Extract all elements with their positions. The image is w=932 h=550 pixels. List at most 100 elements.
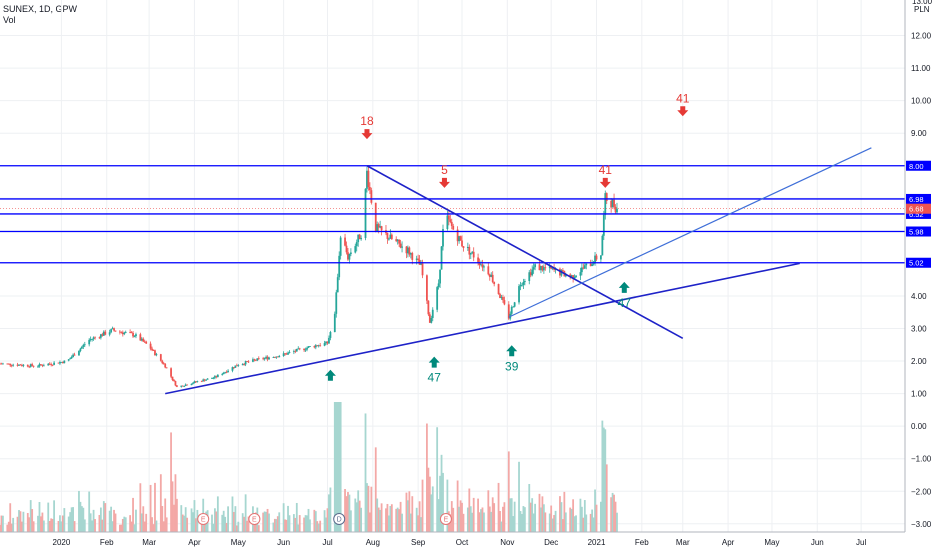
- candle-body: [415, 258, 418, 260]
- volume-bar: [487, 490, 490, 532]
- volume-bar: [513, 501, 516, 532]
- marker-label: 41: [676, 91, 690, 105]
- candle-body: [544, 267, 547, 269]
- event-badge-label: E: [252, 517, 257, 524]
- volume-bar: [440, 454, 443, 532]
- volume-bar: [540, 507, 542, 532]
- candle-body: [447, 215, 450, 220]
- volume-bar: [354, 498, 357, 532]
- volume-bar: [108, 510, 111, 532]
- volume-bar: [564, 512, 567, 532]
- volume-bar: [155, 520, 158, 532]
- volume-bar: [389, 505, 392, 532]
- volume-bar: [159, 474, 162, 532]
- candle-body: [478, 262, 481, 265]
- volume-bar: [266, 508, 269, 532]
- price-level-tag: [906, 193, 931, 204]
- candle-body: [59, 362, 61, 364]
- volume-bar: [399, 501, 402, 532]
- volume-bar: [532, 513, 535, 532]
- candle-body: [285, 353, 288, 355]
- volume-bar: [216, 496, 219, 532]
- candle-body: [170, 368, 172, 377]
- volume-legend: Vol: [3, 15, 16, 25]
- candle-body: [559, 268, 561, 276]
- candle-body: [171, 376, 174, 380]
- candle-body: [345, 245, 348, 253]
- volume-bar: [472, 497, 475, 532]
- volume-bar: [563, 491, 566, 532]
- volume-bar: [94, 519, 96, 532]
- volume-bar: [288, 515, 291, 532]
- candle-body: [298, 348, 301, 350]
- candle-body: [88, 339, 91, 345]
- volume-bar: [225, 522, 228, 532]
- volume-bar: [427, 467, 430, 532]
- candle-body: [377, 224, 380, 228]
- volume-bar: [591, 509, 594, 532]
- volume-bars: [0, 402, 618, 532]
- volume-bar: [140, 513, 143, 532]
- candle-body: [569, 274, 572, 277]
- volume-bar: [192, 512, 194, 532]
- candle-body: [214, 376, 216, 378]
- volume-bar: [212, 523, 215, 532]
- volume-bar: [551, 518, 554, 532]
- candle-body: [325, 341, 327, 344]
- volume-bar: [59, 515, 61, 532]
- candle-body: [7, 363, 10, 365]
- volume-bar: [83, 519, 86, 532]
- volume-bar: [303, 517, 306, 532]
- candle-body: [390, 234, 393, 240]
- volume-bar: [518, 461, 520, 532]
- candle-body: [344, 237, 346, 246]
- candle-body: [579, 272, 582, 276]
- volume-bar: [227, 506, 229, 532]
- time-tick-label: Jul: [322, 538, 332, 547]
- volume-bar: [579, 498, 582, 532]
- candle-body: [510, 307, 513, 314]
- volume-bar: [139, 483, 142, 532]
- candle-body: [357, 234, 360, 243]
- volume-bar: [449, 514, 452, 532]
- volume-bar: [512, 516, 515, 532]
- candle-body: [82, 344, 85, 347]
- candle-body: [399, 243, 402, 248]
- candle-body: [231, 367, 234, 371]
- candle-body: [108, 332, 111, 335]
- volume-bar: [309, 519, 311, 532]
- volume-bar: [9, 503, 12, 532]
- candle-body: [591, 264, 594, 267]
- volume-bar: [338, 402, 341, 532]
- candle-body: [132, 332, 134, 337]
- candle-body: [513, 302, 516, 307]
- candle-body: [542, 267, 545, 271]
- arrow-up-icon: [506, 345, 518, 357]
- volume-bar: [428, 476, 431, 532]
- candle-body: [472, 251, 475, 258]
- candle-body: [411, 253, 414, 260]
- volume-bar: [31, 509, 34, 532]
- volume-bar: [21, 521, 23, 532]
- volume-bar: [224, 516, 227, 532]
- candle-body: [582, 267, 585, 269]
- volume-bar: [186, 517, 189, 532]
- trendline-rising-light: [508, 147, 872, 318]
- volume-bar: [374, 447, 377, 532]
- volume-bar: [37, 515, 39, 532]
- time-tick-label: May: [231, 538, 246, 547]
- volume-bar: [446, 479, 449, 532]
- volume-bar: [436, 427, 439, 532]
- volume-bar: [430, 494, 433, 532]
- candle-body: [512, 306, 515, 308]
- candle-body: [164, 363, 167, 368]
- candle-body: [78, 350, 80, 356]
- candle-body: [276, 356, 279, 358]
- candle-body: [456, 229, 459, 242]
- volume-bar: [601, 420, 604, 532]
- candle-body: [326, 341, 329, 344]
- volume-bar: [477, 498, 479, 532]
- price-tick-label: 12.00: [911, 32, 932, 41]
- candle-body: [79, 348, 82, 351]
